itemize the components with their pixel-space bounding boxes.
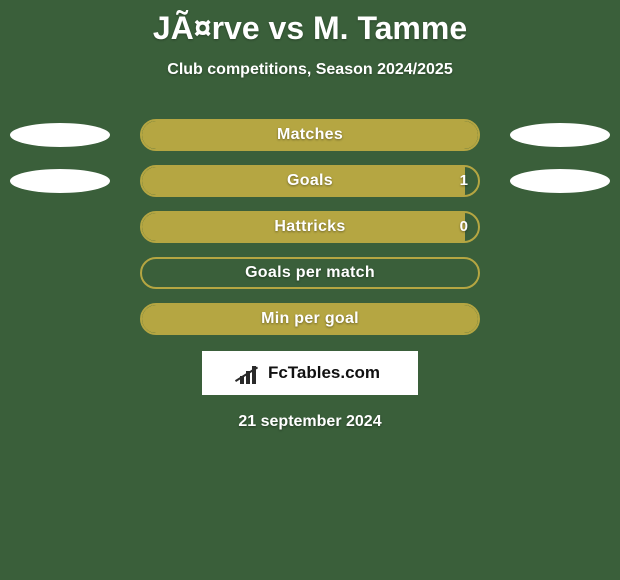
stat-row: Min per goal — [0, 303, 620, 335]
stat-label: Hattricks — [142, 213, 478, 241]
stat-bar-track: Hattricks0 — [140, 211, 480, 243]
stat-row: Goals1 — [0, 165, 620, 197]
stat-label: Min per goal — [142, 305, 478, 333]
logo-text: FcTables.com — [268, 363, 380, 383]
player-left-oval — [10, 123, 110, 147]
stat-bar-track: Min per goal — [140, 303, 480, 335]
stat-label: Goals — [142, 167, 478, 195]
stat-value: 0 — [460, 213, 468, 241]
fctables-logo: FcTables.com — [202, 351, 418, 395]
stat-row: Hattricks0 — [0, 211, 620, 243]
subtitle: Club competitions, Season 2024/2025 — [0, 61, 620, 79]
player-left-oval — [10, 169, 110, 193]
stat-bar-track: Goals1 — [140, 165, 480, 197]
chart-icon — [240, 362, 262, 384]
stat-value: 1 — [460, 167, 468, 195]
player-right-oval — [510, 123, 610, 147]
stat-bar-track: Goals per match — [140, 257, 480, 289]
stat-row: Matches — [0, 119, 620, 151]
stats-comparison-chart: Matches Goals1 Hattricks0 Goals per match Mi… — [0, 119, 620, 335]
player-right-oval — [510, 169, 610, 193]
footer-date: 21 september 2024 — [0, 413, 620, 431]
stat-row: Goals per match — [0, 257, 620, 289]
stat-label: Goals per match — [142, 259, 478, 287]
stat-label: Matches — [142, 121, 478, 149]
stat-bar-track: Matches — [140, 119, 480, 151]
page-title: JÃ¤rve vs M. Tamme — [0, 0, 620, 47]
